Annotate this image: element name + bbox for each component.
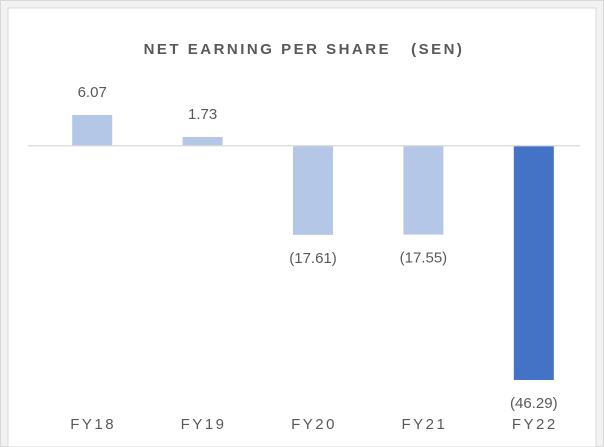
bar	[182, 136, 223, 146]
x-tick-label: FY19	[181, 416, 227, 433]
x-tick-label: FY21	[401, 416, 447, 433]
x-tick-label: FY22	[512, 416, 558, 433]
x-tick-label: FY20	[291, 416, 337, 433]
value-label: (17.61)	[289, 250, 337, 267]
value-label: (46.29)	[510, 395, 558, 412]
x-tick-label: FY18	[70, 416, 116, 433]
chart-title: NET EARNING PER SHARE (SEN)	[144, 41, 465, 58]
value-label: 1.73	[188, 106, 217, 123]
bar	[72, 115, 113, 146]
bar	[513, 145, 554, 380]
bar	[403, 145, 444, 235]
bar	[293, 145, 333, 235]
value-label: 6.07	[78, 84, 107, 101]
value-label: (17.55)	[400, 250, 448, 267]
